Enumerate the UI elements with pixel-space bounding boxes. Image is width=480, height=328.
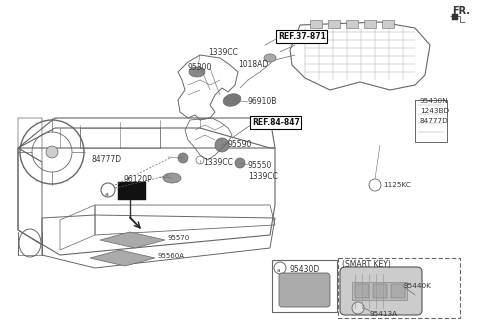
Text: 96910B: 96910B — [248, 97, 277, 106]
Ellipse shape — [223, 94, 241, 106]
Bar — [391, 284, 405, 298]
Circle shape — [46, 146, 58, 158]
Text: 1339CC: 1339CC — [208, 48, 238, 57]
Text: 1018AD: 1018AD — [238, 60, 268, 69]
Bar — [272, 260, 337, 312]
Bar — [338, 258, 460, 318]
Circle shape — [352, 302, 364, 314]
Circle shape — [215, 138, 229, 152]
Text: 95550: 95550 — [248, 161, 272, 170]
Text: REF.84-847: REF.84-847 — [252, 118, 300, 127]
Polygon shape — [90, 250, 155, 266]
Text: REF.37-871: REF.37-871 — [278, 32, 326, 41]
Bar — [310, 20, 322, 28]
Bar — [355, 284, 369, 298]
Polygon shape — [100, 232, 165, 248]
Text: 1339CC: 1339CC — [248, 172, 278, 181]
Text: 1339CC: 1339CC — [203, 158, 233, 167]
FancyBboxPatch shape — [340, 267, 422, 315]
Ellipse shape — [264, 54, 276, 62]
Bar — [373, 284, 387, 298]
Bar — [118, 182, 146, 200]
Text: 96120P: 96120P — [123, 175, 152, 184]
Bar — [346, 20, 358, 28]
Circle shape — [235, 158, 245, 168]
Text: 95430D: 95430D — [289, 265, 319, 274]
Bar — [328, 20, 340, 28]
Text: 95570: 95570 — [168, 235, 190, 241]
Text: 95440K: 95440K — [403, 283, 431, 289]
FancyBboxPatch shape — [279, 273, 330, 307]
Text: 84777D: 84777D — [420, 118, 449, 124]
Text: a: a — [105, 192, 109, 196]
Text: 84777D: 84777D — [92, 155, 122, 164]
Text: 1243BD: 1243BD — [420, 108, 449, 114]
Text: 95590: 95590 — [228, 140, 252, 149]
Bar — [415, 100, 447, 142]
Text: a: a — [276, 268, 280, 273]
Text: (SMART KEY): (SMART KEY) — [342, 260, 391, 269]
Text: FR.: FR. — [452, 6, 470, 16]
Text: 95560A: 95560A — [158, 253, 185, 259]
Ellipse shape — [189, 67, 205, 77]
Polygon shape — [452, 14, 458, 20]
Text: 1125KC: 1125KC — [383, 182, 411, 188]
Bar — [352, 282, 407, 300]
Text: 95300: 95300 — [188, 63, 212, 72]
Bar — [382, 20, 394, 28]
Text: 95430N: 95430N — [420, 98, 449, 104]
Bar — [364, 20, 376, 28]
Circle shape — [178, 153, 188, 163]
Text: 95413A: 95413A — [370, 311, 398, 317]
Ellipse shape — [163, 173, 181, 183]
